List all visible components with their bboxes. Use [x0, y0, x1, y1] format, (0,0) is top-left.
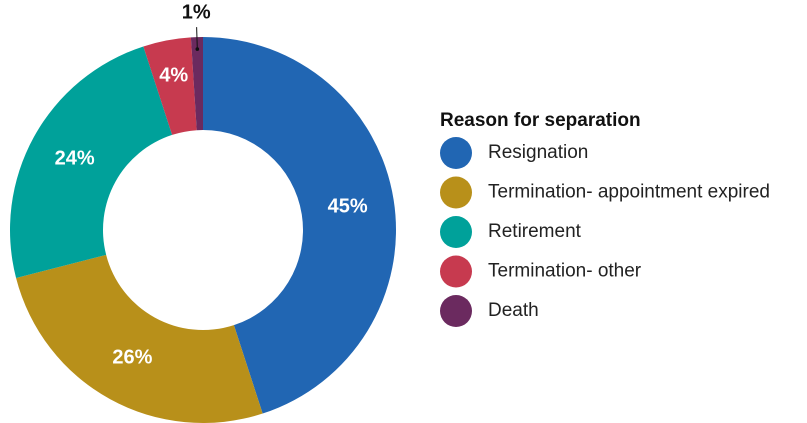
legend-title: Reason for separation: [440, 110, 641, 131]
legend-label: Death: [488, 300, 539, 321]
legend-label: Resignation: [488, 142, 588, 163]
data-label: 24%: [55, 148, 95, 170]
legend-swatch: [440, 137, 472, 169]
data-label: 26%: [112, 347, 152, 369]
legend-label: Termination- other: [488, 261, 642, 282]
leader-dot: [195, 47, 200, 51]
data-label: 1%: [182, 1, 211, 23]
legend-swatch: [440, 255, 472, 288]
leader-line: [196, 27, 198, 50]
legend-swatch: [440, 295, 472, 327]
legend-swatch: [440, 176, 472, 209]
legend-label: Termination- appointment expired: [488, 182, 770, 203]
slice: [190, 37, 203, 131]
data-label: 45%: [328, 195, 368, 217]
slice: [203, 37, 396, 414]
slice: [143, 37, 197, 135]
slice: [9, 46, 173, 278]
legend-label: Retirement: [488, 221, 582, 242]
legend-swatch: [440, 216, 472, 248]
slice: [16, 254, 263, 423]
data-label: 4%: [159, 65, 188, 87]
